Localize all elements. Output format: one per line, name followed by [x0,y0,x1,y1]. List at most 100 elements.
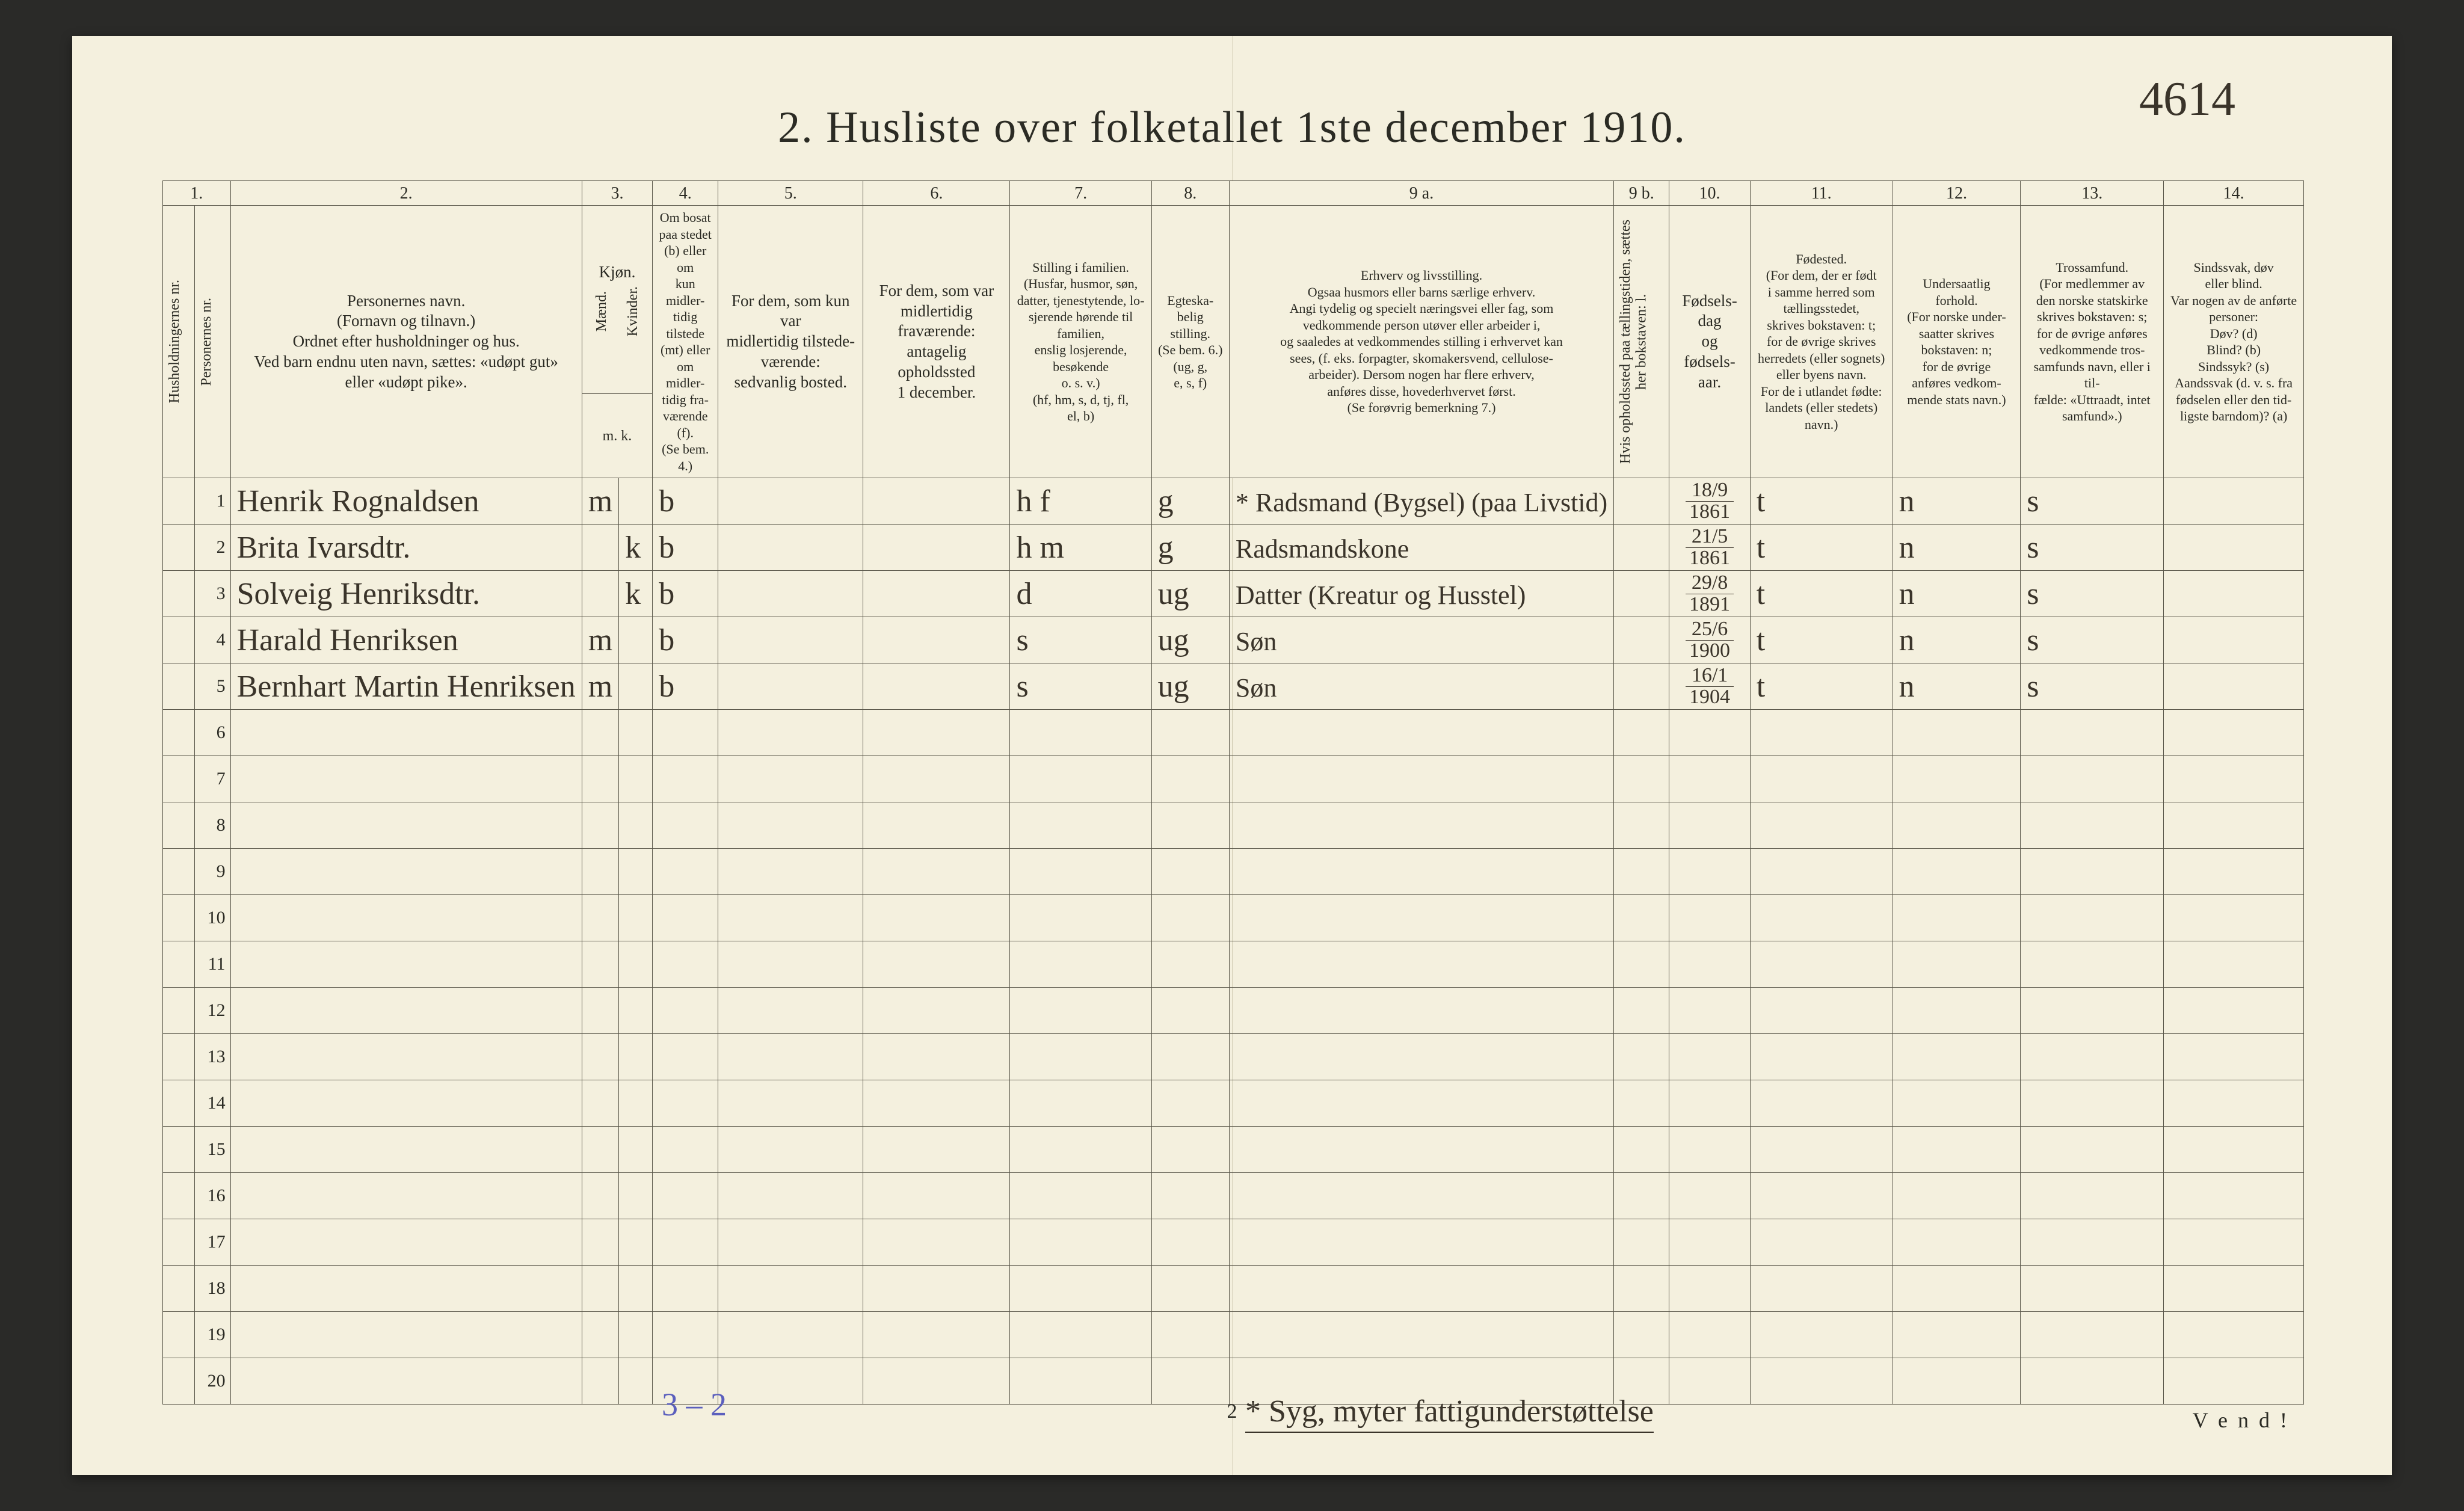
cell-present: b [653,663,718,710]
cell-birthdate [1669,849,1750,895]
cell-sex-m [582,1127,618,1173]
cell-name [230,849,582,895]
cell-occupation [1229,802,1613,849]
cell-nationality: n [1893,478,2021,525]
cell-religion [2021,1173,2164,1219]
cell-name: Solveig Henriksdtr. [230,571,582,617]
cell-name [230,1034,582,1080]
cell-temp-absent [863,988,1010,1034]
cell-present: b [653,617,718,663]
cell-temp-absent [863,525,1010,571]
cell-sex-m [582,1173,618,1219]
table-row: 1Henrik Rognaldsenmbh fg* Radsmand (Bygs… [163,478,2304,525]
cell-support [1614,1312,1669,1358]
cell-sex-k [619,710,653,756]
cell-present [653,849,718,895]
cell-occupation: * Radsmand (Bygsel) (paa Livstid) [1229,478,1613,525]
cell-support [1614,988,1669,1034]
cell-birthplace: t [1750,478,1893,525]
cell-present [653,1127,718,1173]
colnum-11: 11. [1750,181,1893,206]
cell-religion: s [2021,525,2164,571]
cell-nationality [1893,710,2021,756]
cell-household-nr [163,1266,195,1312]
cell-sex-m [582,710,618,756]
cell-present [653,988,718,1034]
cell-disability [2164,478,2304,525]
cell-religion [2021,1358,2164,1405]
cell-support [1614,895,1669,941]
cell-nationality [1893,1034,2021,1080]
cell-family-role [1010,802,1151,849]
cell-name [230,1219,582,1266]
cell-sex-m: m [582,478,618,525]
cell-disability [2164,802,2304,849]
cell-nationality: n [1893,525,2021,571]
cell-present [653,756,718,802]
cell-religion: s [2021,571,2164,617]
cell-family-role [1010,849,1151,895]
cell-birthdate [1669,1173,1750,1219]
cell-birthdate [1669,1080,1750,1127]
cell-marital [1151,895,1229,941]
cell-temp-present [718,571,863,617]
turn-page-label: V e n d ! [2193,1408,2290,1433]
cell-temp-present [718,525,863,571]
cell-sex-m [582,802,618,849]
cell-sex-k [619,1173,653,1219]
col-birthplace: Fødested. (For dem, der er født i samme … [1750,206,1893,478]
table-row: 9 [163,849,2304,895]
cell-support [1614,1127,1669,1173]
cell-birthplace [1750,1219,1893,1266]
cell-marital [1151,710,1229,756]
cell-occupation [1229,1034,1613,1080]
cell-person-nr: 19 [195,1312,230,1358]
cell-temp-present [718,1312,863,1358]
cell-household-nr [163,478,195,525]
col-person-nr: Personernes nr. [195,206,230,478]
census-page: 4614 2. Husliste over folketallet 1ste d… [72,36,2392,1475]
cell-birthplace [1750,710,1893,756]
cell-family-role [1010,1312,1151,1358]
cell-birthdate: 29/81891 [1669,571,1750,617]
cell-family-role [1010,941,1151,988]
cell-family-role [1010,1034,1151,1080]
cell-marital [1151,1034,1229,1080]
col-sex-male: Mænd. [594,286,609,336]
cell-present [653,941,718,988]
cell-marital: ug [1151,663,1229,710]
cell-sex-k [619,895,653,941]
table-row: 10 [163,895,2304,941]
cell-person-nr: 7 [195,756,230,802]
cell-birthdate [1669,1219,1750,1266]
cell-disability [2164,1173,2304,1219]
cell-person-nr: 1 [195,478,230,525]
cell-present [653,1219,718,1266]
cell-temp-present [718,895,863,941]
cell-occupation [1229,1219,1613,1266]
table-row: 17 [163,1219,2304,1266]
cell-support [1614,756,1669,802]
cell-disability [2164,617,2304,663]
cell-sex-k: k [619,525,653,571]
cell-birthplace: t [1750,663,1893,710]
table-header: 1. 2. 3. 4. 5. 6. 7. 8. 9 a. 9 b. 10. 11… [163,181,2304,478]
cell-occupation [1229,1080,1613,1127]
colnum-2: 2. [230,181,582,206]
table-row: 13 [163,1034,2304,1080]
cell-household-nr [163,1080,195,1127]
cell-nationality [1893,1266,2021,1312]
cell-temp-absent [863,478,1010,525]
cell-birthdate [1669,756,1750,802]
cell-person-nr: 5 [195,663,230,710]
table-row: 20 [163,1358,2304,1405]
cell-family-role: h f [1010,478,1151,525]
cell-household-nr [163,710,195,756]
cell-birthplace: t [1750,617,1893,663]
cell-nationality [1893,1219,2021,1266]
cell-birthplace [1750,1034,1893,1080]
cell-present [653,802,718,849]
cell-present [653,1034,718,1080]
cell-temp-absent [863,849,1010,895]
cell-temp-absent [863,1312,1010,1358]
